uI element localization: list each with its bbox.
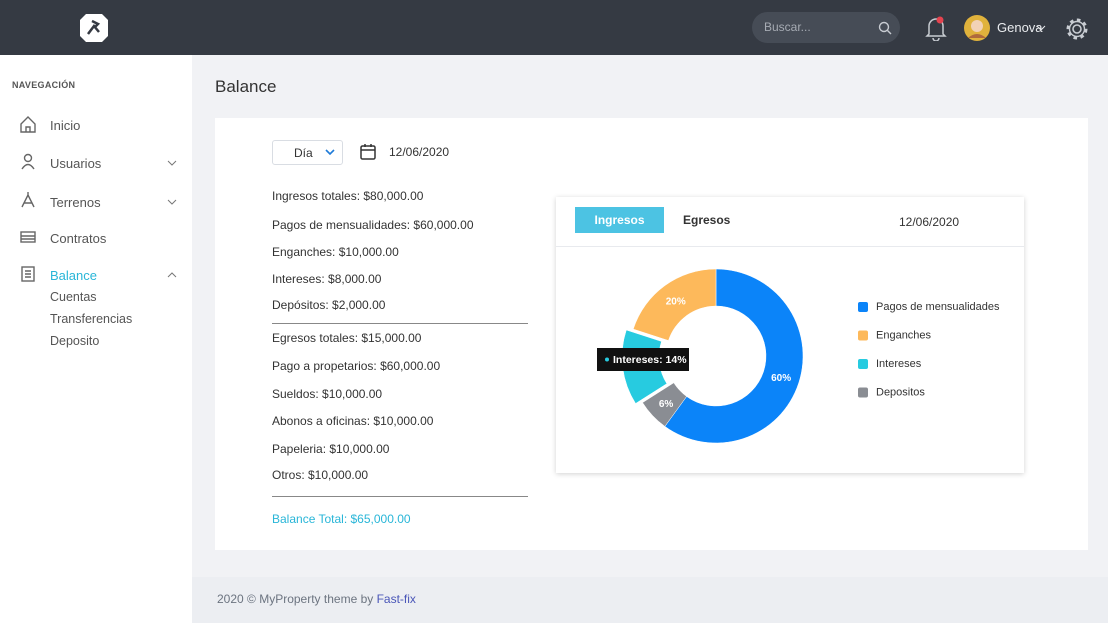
nav-item[interactable]: Inicio xyxy=(50,118,81,133)
donut-segment xyxy=(664,268,804,444)
select-caret xyxy=(325,149,335,156)
calendar-icon[interactable] xyxy=(360,143,376,160)
expense-line: Egresos totales: $15,000.00 xyxy=(272,331,422,345)
legend-swatch xyxy=(858,302,868,312)
legend-label: Intereses xyxy=(876,358,922,370)
income-line: Pagos de mensualidades: $60,000.00 xyxy=(272,218,474,232)
top-bar xyxy=(0,0,1108,55)
legend-swatch xyxy=(858,387,868,398)
chart-date: 12/06/2020 xyxy=(899,215,960,229)
expense-line: Papeleria: $10,000.00 xyxy=(272,442,390,456)
nav-subitem[interactable]: Transferencias xyxy=(50,312,133,326)
divider xyxy=(272,496,528,497)
logo[interactable] xyxy=(78,12,110,44)
user-name[interactable]: Genova xyxy=(997,20,1043,35)
nav-item[interactable]: Usuarios xyxy=(50,156,102,171)
footer-text: 2020 © MyProperty theme by Fast-fix xyxy=(217,592,416,606)
nav-carets xyxy=(167,160,177,278)
income-line: Ingresos totales: $80,000.00 xyxy=(272,189,424,203)
income-line: Depósitos: $2,000.00 xyxy=(272,298,386,312)
user-caret xyxy=(1036,25,1046,31)
nav-item[interactable]: Contratos xyxy=(50,231,107,246)
tooltip xyxy=(597,348,689,371)
date[interactable]: 12/06/2020 xyxy=(389,145,450,159)
nav-icons xyxy=(20,116,36,282)
tooltip-text: Intereses: 14% xyxy=(613,354,687,366)
nav-subitem[interactable]: Deposito xyxy=(50,334,100,348)
search-icon xyxy=(878,21,892,35)
income-line: Intereses: $8,000.00 xyxy=(272,272,382,286)
divider xyxy=(556,246,1024,247)
settings-icon[interactable] xyxy=(1064,16,1090,42)
search-box[interactable]: Buscar... xyxy=(752,12,900,43)
expense-line: Otros: $10,000.00 xyxy=(272,468,369,482)
donut-segment xyxy=(632,268,717,341)
legend-label: Pagos de mensualidades xyxy=(876,301,1000,313)
period-value: Día xyxy=(294,146,313,160)
nav-item[interactable]: Terrenos xyxy=(50,195,101,210)
balance-total: Balance Total: $65,000.00 xyxy=(272,512,411,526)
footer xyxy=(192,577,1108,623)
donut-segment xyxy=(642,382,687,427)
legend-swatch xyxy=(858,330,868,341)
footer-copyright: 2020 © MyProperty theme by xyxy=(217,592,374,606)
income-line: Enganches: $10,000.00 xyxy=(272,245,399,259)
nav-title: NAVEGACIÓN xyxy=(12,80,76,90)
tab-active[interactable]: Ingresos xyxy=(575,207,664,233)
tab[interactable]: Egresos xyxy=(683,213,731,227)
footer-link[interactable]: Fast-fix xyxy=(376,592,416,606)
legend-label: Depositos xyxy=(876,387,925,399)
tooltip-swatch xyxy=(605,357,609,362)
expense-line: Sueldos: $10,000.00 xyxy=(272,387,383,401)
segment-label: 60% xyxy=(771,373,791,384)
expense-line: Abonos a oficinas: $10,000.00 xyxy=(272,414,434,428)
sidebar xyxy=(0,55,192,623)
donut-chart: 60%20%14%6%Pagos de mensualidadesEnganch… xyxy=(597,268,1000,444)
page-title: Balance xyxy=(215,77,277,96)
period-select[interactable]: Día xyxy=(272,140,343,165)
avatar[interactable] xyxy=(963,14,991,42)
nav-item[interactable]: Balance xyxy=(50,268,97,283)
segment-label: 6% xyxy=(659,399,674,410)
segment-label: 20% xyxy=(666,297,686,308)
divider xyxy=(272,323,528,324)
expense-line: Pago a propetarios: $60,000.00 xyxy=(272,359,441,373)
search-placeholder: Buscar... xyxy=(764,20,811,34)
notifications[interactable] xyxy=(924,15,948,41)
legend-swatch xyxy=(858,359,868,369)
nav-subitem[interactable]: Cuentas xyxy=(50,290,97,304)
legend-label: Enganches xyxy=(876,330,932,342)
